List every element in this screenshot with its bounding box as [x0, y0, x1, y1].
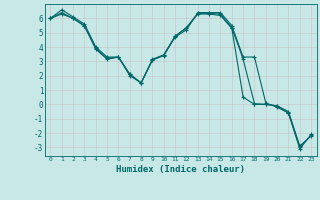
X-axis label: Humidex (Indice chaleur): Humidex (Indice chaleur): [116, 165, 245, 174]
